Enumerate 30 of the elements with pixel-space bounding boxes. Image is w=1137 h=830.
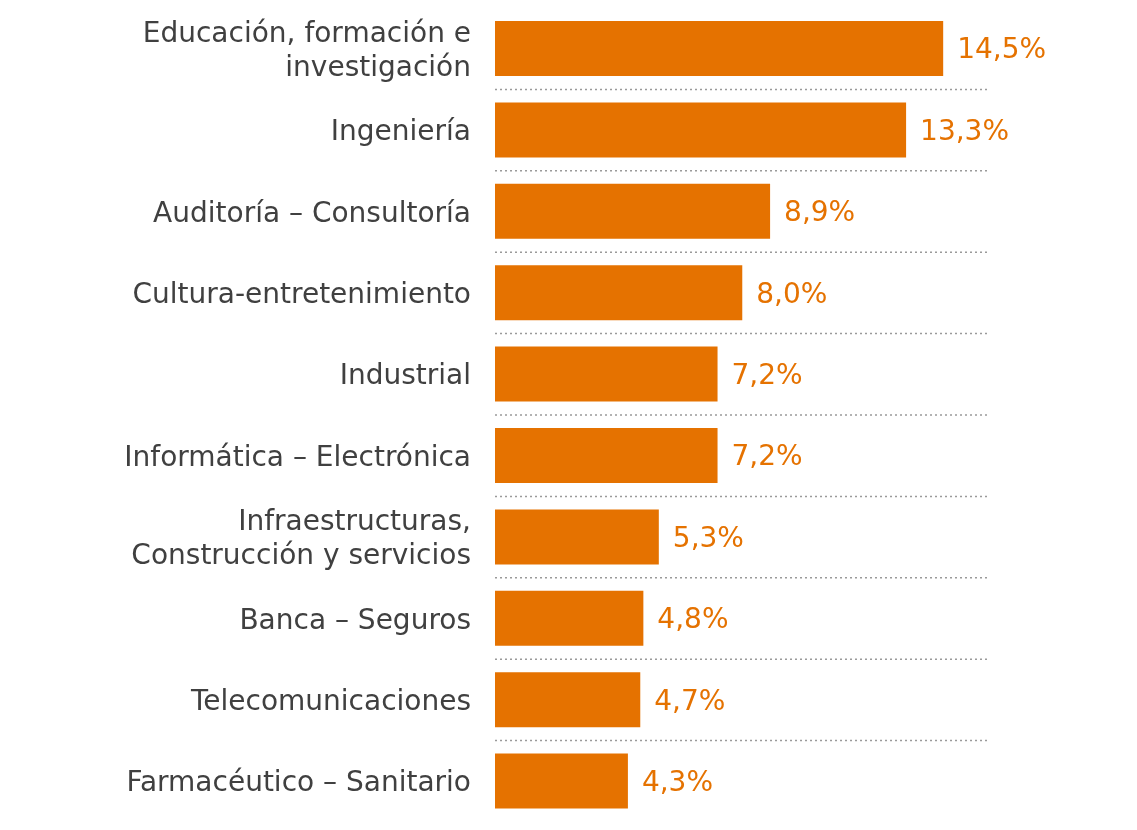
y-tick-label: Educación, formación e investigación (142, 15, 471, 83)
data-label: 7,2% (731, 439, 803, 473)
bar (495, 346, 718, 402)
bar (495, 265, 743, 321)
y-tick-label: Banca – Seguros (239, 602, 471, 635)
data-label: 4,3% (641, 765, 714, 799)
y-tick-label: Informática – Electrónica (124, 439, 471, 473)
data-label: 7,2% (731, 358, 803, 392)
y-tick-label: Industrial (339, 357, 471, 391)
bar (495, 672, 641, 728)
data-label: 8,0% (756, 276, 828, 310)
y-tick-label: Cultura-entretenimiento (132, 276, 471, 310)
data-label: 4,8% (657, 602, 729, 636)
bar (495, 509, 659, 565)
y-tick-label: Auditoría – Consultoría (153, 195, 471, 228)
bar (495, 102, 907, 158)
bar (495, 21, 944, 76)
data-label: 4,7% (654, 683, 726, 717)
data-label: 8,9% (784, 195, 856, 229)
data-label: 5,3% (672, 520, 744, 554)
bar (495, 183, 771, 239)
data-label: 14,5% (957, 32, 1047, 66)
y-tick-label: Ingeniería (330, 113, 471, 147)
bar (495, 428, 718, 483)
y-tick-label: Telecomunicaciones (189, 683, 471, 717)
bar (495, 753, 628, 809)
y-tick-label: Infraestructuras, Construcción y servicios (131, 503, 471, 571)
bar (495, 590, 644, 646)
y-tick-label: Farmacéutico – Sanitario (126, 764, 471, 798)
data-label: 13,3% (920, 113, 1010, 147)
